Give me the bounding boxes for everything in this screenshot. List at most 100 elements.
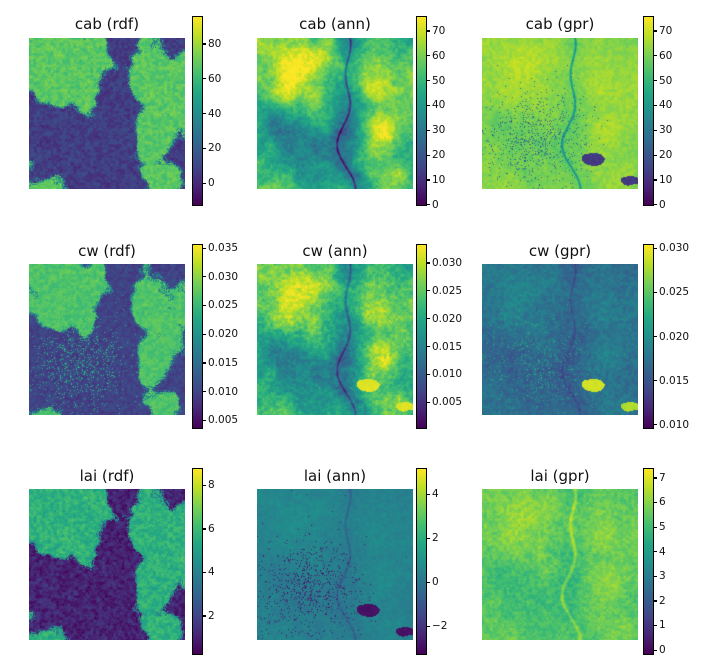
colorbar-cab-gpr bbox=[643, 16, 654, 206]
colorbar-tick-label-lai-gpr: 3 bbox=[659, 570, 666, 583]
colorbar-tick-cw-rdf bbox=[202, 362, 206, 364]
colorbar-tick-lai-gpr bbox=[653, 477, 657, 479]
colorbar-tick-label-cab-rdf: 60 bbox=[208, 72, 222, 85]
colorbar-tick-label-cw-rdf: 0.010 bbox=[208, 385, 239, 398]
colorbar-tick-lai-gpr bbox=[653, 649, 657, 651]
colorbar-cw-rdf bbox=[192, 244, 203, 429]
colorbar-tick-lai-rdf bbox=[202, 615, 206, 617]
colorbar-tick-label-cw-rdf: 0.015 bbox=[208, 356, 239, 369]
colorbar-tick-label-cab-rdf: 80 bbox=[208, 37, 222, 50]
colorbar-tick-cab-ann bbox=[426, 204, 430, 206]
panel-lai-rdf: lai (rdf) 8 6 4 2 bbox=[0, 444, 240, 666]
colorbar-tick-label-cab-ann: 20 bbox=[432, 149, 446, 162]
colorbar-tick-label-cab-gpr: 70 bbox=[659, 24, 673, 37]
colorbar-tick-lai-rdf bbox=[202, 528, 206, 530]
colorbar-tick-lai-ann bbox=[426, 537, 430, 540]
colorbar-tick-label-cw-ann: 0.015 bbox=[432, 340, 463, 353]
colorbar-tick-label-lai-rdf: 2 bbox=[208, 609, 215, 622]
colorbar-tick-label-lai-gpr: 4 bbox=[659, 545, 666, 558]
panel-title-cw-rdf: cw (rdf) bbox=[78, 242, 136, 260]
colorbar-tick-cw-ann bbox=[426, 346, 430, 348]
colorbar-tick-label-lai-gpr: 5 bbox=[659, 521, 666, 534]
colorbar-tick-cab-rdf bbox=[202, 182, 206, 185]
panel-cab-rdf: cab (rdf) 80 60 40 20 0 bbox=[0, 0, 240, 222]
colorbar-tick-label-cab-ann: 70 bbox=[432, 24, 446, 37]
colorbar-tick-label-lai-ann: 0 bbox=[432, 576, 439, 589]
colorbar-tick-cab-rdf bbox=[202, 78, 206, 80]
colorbar-tick-cab-ann bbox=[426, 30, 430, 32]
colorbar-tick-label-lai-gpr: 2 bbox=[659, 594, 666, 607]
colorbar-tick-label-lai-ann: 2 bbox=[432, 532, 439, 545]
colorbar-tick-label-cw-rdf: 0.030 bbox=[208, 270, 239, 283]
colorbar-tick-cab-gpr bbox=[653, 129, 657, 131]
colorbar-tick-cab-ann bbox=[426, 129, 430, 131]
colorbar-cab-rdf bbox=[192, 16, 203, 206]
colorbar-tick-label-lai-rdf: 8 bbox=[208, 479, 215, 492]
colorbar-tick-label-cab-gpr: 20 bbox=[659, 149, 673, 162]
heatmap-image-cab-ann bbox=[257, 38, 413, 189]
colorbar-lai-gpr bbox=[643, 468, 654, 655]
colorbar-tick-label-cab-rdf: 0 bbox=[208, 177, 215, 190]
panel-cw-gpr: cw (gpr) 0.030 0.025 0.020 0.015 0.010 bbox=[480, 222, 720, 444]
colorbar-tick-cw-gpr bbox=[653, 291, 657, 294]
colorbar-tick-cab-gpr bbox=[653, 154, 657, 156]
colorbar-tick-cw-gpr bbox=[653, 336, 657, 338]
colorbar-tick-cw-rdf bbox=[202, 247, 206, 249]
colorbar-tick-label-cab-ann: 40 bbox=[432, 99, 446, 112]
panel-title-lai-rdf: lai (rdf) bbox=[79, 467, 135, 485]
colorbar-tick-lai-gpr bbox=[653, 501, 657, 504]
colorbar-tick-label-cw-rdf: 0.005 bbox=[208, 414, 239, 427]
heatmap-image-cab-rdf bbox=[29, 38, 185, 189]
colorbar-tick-cab-gpr bbox=[653, 80, 657, 82]
colorbar-tick-lai-gpr bbox=[653, 551, 657, 553]
colorbar-tick-label-lai-ann: 4 bbox=[432, 488, 439, 501]
colorbar-cw-ann bbox=[416, 244, 427, 429]
colorbar-tick-lai-rdf bbox=[202, 484, 206, 487]
colorbar-tick-label-cw-gpr: 0.025 bbox=[659, 286, 690, 299]
colorbar-tick-lai-rdf bbox=[202, 571, 206, 574]
panel-title-cab-rdf: cab (rdf) bbox=[74, 15, 140, 33]
colorbar-tick-label-cw-gpr: 0.030 bbox=[659, 242, 690, 255]
colorbar-tick-lai-gpr bbox=[653, 526, 657, 528]
colorbar-tick-lai-gpr bbox=[653, 624, 657, 627]
colorbar-tick-label-cab-ann: 0 bbox=[432, 198, 439, 211]
colorbar-tick-cw-rdf bbox=[202, 333, 206, 335]
heatmap-image-cw-gpr bbox=[482, 264, 638, 415]
panel-title-lai-ann: lai (ann) bbox=[303, 467, 367, 485]
colorbar-cab-ann bbox=[416, 16, 427, 206]
colorbar-tick-cw-rdf bbox=[202, 391, 206, 393]
colorbar-tick-label-cw-ann: 0.030 bbox=[432, 256, 463, 269]
panel-title-cw-ann: cw (ann) bbox=[302, 242, 368, 260]
colorbar-tick-label-lai-gpr: 0 bbox=[659, 644, 666, 657]
panel-cab-gpr: cab (gpr) 70 60 50 40 30 20 10 0 bbox=[480, 0, 720, 222]
heatmap-image-lai-gpr bbox=[482, 489, 638, 640]
colorbar-tick-label-cab-rdf: 40 bbox=[208, 107, 222, 120]
colorbar-tick-cw-ann bbox=[426, 262, 430, 264]
colorbar-tick-label-cab-ann: 60 bbox=[432, 49, 446, 62]
colorbar-tick-label-cab-gpr: 40 bbox=[659, 99, 673, 112]
colorbar-tick-lai-ann bbox=[426, 581, 430, 584]
colorbar-tick-label-lai-gpr: 6 bbox=[659, 496, 666, 509]
colorbar-tick-cab-rdf bbox=[202, 43, 206, 45]
colorbar-tick-cab-ann bbox=[426, 80, 430, 82]
panel-cab-ann: cab (ann) 70 60 50 40 30 20 10 0 bbox=[240, 0, 480, 222]
colorbar-tick-cab-gpr bbox=[653, 55, 657, 57]
colorbar-tick-label-cw-rdf: 0.035 bbox=[208, 242, 239, 255]
colorbar-lai-rdf bbox=[192, 468, 203, 655]
colorbar-tick-cw-ann bbox=[426, 290, 430, 292]
colorbar-tick-label-cw-ann: 0.020 bbox=[432, 312, 463, 325]
heatmap-image-lai-rdf bbox=[29, 489, 185, 640]
heatmap-image-cab-gpr bbox=[482, 38, 638, 189]
colorbar-tick-label-lai-gpr: 7 bbox=[659, 471, 666, 484]
colorbar-tick-cw-rdf bbox=[202, 304, 206, 307]
colorbar-tick-label-lai-ann: −2 bbox=[432, 620, 448, 633]
colorbar-tick-label-cw-gpr: 0.020 bbox=[659, 330, 690, 343]
colorbar-tick-lai-ann bbox=[426, 493, 430, 496]
colorbar-tick-cab-gpr bbox=[653, 179, 657, 181]
colorbar-tick-cab-rdf bbox=[202, 147, 206, 150]
colorbar-tick-label-cab-gpr: 60 bbox=[659, 49, 673, 62]
colorbar-tick-label-cw-rdf: 0.025 bbox=[208, 299, 239, 312]
colorbar-tick-cab-ann bbox=[426, 55, 430, 57]
colorbar-tick-cab-gpr bbox=[653, 104, 657, 107]
colorbar-tick-label-cw-ann: 0.010 bbox=[432, 368, 463, 381]
